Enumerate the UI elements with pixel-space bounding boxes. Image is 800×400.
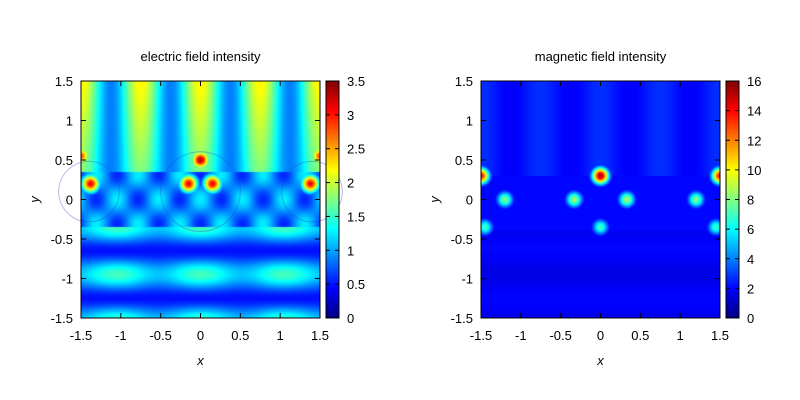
colorbar-tick-label: 0 (347, 311, 354, 326)
y-tick-label: -1 (61, 272, 73, 287)
y-tick-label: 0 (66, 193, 73, 208)
x-axis-label: x (596, 353, 604, 368)
y-tick-label: -0.5 (51, 232, 73, 247)
y-tick-label: -0.5 (451, 232, 473, 247)
x-tick-label: -1.5 (470, 328, 492, 343)
x-axis-label: x (196, 353, 204, 368)
x-tick-label: -0.5 (549, 328, 571, 343)
colorbar-gradient (326, 81, 339, 318)
colorbar-tick-label: 8 (747, 193, 754, 208)
x-tick-label: -1 (515, 328, 527, 343)
colorbar-tick-label: 0.5 (347, 277, 365, 292)
x-tick-label: 1 (277, 328, 284, 343)
y-tick-label: 1 (66, 114, 73, 129)
y-tick-label: 1 (466, 114, 473, 129)
x-tick-label: 1.5 (311, 328, 329, 343)
colorbar-frame (325, 80, 340, 319)
colorbar-tick-label: 14 (747, 104, 761, 119)
colorbar-tick-label: 1.5 (347, 209, 365, 224)
heatmap-image (81, 81, 320, 318)
colorbar-tick-label: 3 (347, 108, 354, 123)
cylinder-outline (58, 160, 120, 223)
y-tick-label: 0.5 (55, 153, 73, 168)
colorbar-tick-label: 1 (347, 243, 354, 258)
colorbar-tick-label: 2.5 (347, 142, 365, 157)
chart-panel-1: electric field intensity -1.5 -1 -0.5 0 0.5 1 1… (27, 49, 365, 368)
colorbar-tick-label: 12 (747, 133, 761, 148)
x-tick-label: -0.5 (149, 328, 171, 343)
cylinder-outline (160, 151, 241, 232)
x-tick-label: 0 (597, 328, 604, 343)
y-tick-label: 0 (466, 193, 473, 208)
colorbar-tick-label: 0 (747, 311, 754, 326)
x-tick-label: 0.5 (631, 328, 649, 343)
y-axis-label: y (27, 195, 42, 204)
y-tick-label: -1.5 (451, 311, 473, 326)
colorbar-tick-label: 4 (747, 252, 754, 267)
x-tick-label: 0.5 (231, 328, 249, 343)
chart-title: magnetic field intensity (535, 49, 667, 64)
x-tick-label: 1 (677, 328, 684, 343)
colorbar-tick-label: 2 (747, 281, 754, 296)
cylinder-outline (281, 160, 343, 223)
x-tick-label: -1.5 (70, 328, 92, 343)
heatmap-image (481, 81, 720, 318)
y-tick-label: -1.5 (51, 311, 73, 326)
y-tick-label: -1 (461, 272, 473, 287)
chart-panel-2: magnetic field intensity -1.5 -1 -0.5 0 0.5 1 1… (427, 49, 761, 368)
colorbar-tick-label: 6 (747, 222, 754, 237)
x-tick-label: 0 (197, 328, 204, 343)
y-tick-label: 1.5 (55, 74, 73, 89)
y-tick-label: 0.5 (455, 153, 473, 168)
colorbar-tick-label: 10 (747, 163, 761, 178)
y-tick-label: 1.5 (455, 74, 473, 89)
colorbar-tick-label: 3.5 (347, 74, 365, 89)
colorbar-tick-label: 16 (747, 74, 761, 89)
colorbar-tick-label: 2 (347, 176, 354, 191)
x-tick-label: 1.5 (711, 328, 729, 343)
x-tick-label: -1 (115, 328, 127, 343)
chart-title: electric field intensity (141, 49, 261, 64)
y-axis-label: y (427, 195, 442, 204)
